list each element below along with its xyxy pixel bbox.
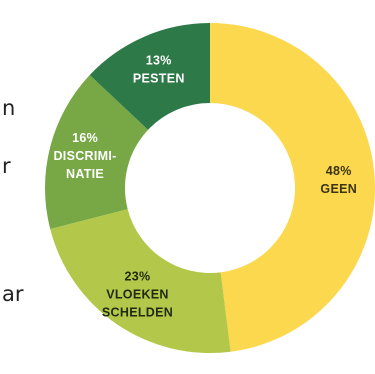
slice-percent-label: 16%: [72, 131, 98, 145]
donut-slice-4: [89, 23, 210, 130]
slice-label-4: 13% PESTEN: [133, 54, 185, 86]
donut-slice-2: [50, 209, 231, 353]
slice-category-label: DISCRIMI-: [53, 149, 116, 163]
slice-percent-label: 48%: [326, 164, 352, 178]
slice-category-label: NATIE: [66, 167, 104, 181]
donut-labels: 48% GEEN 23% VLOEKEN SCHELDEN 16% DISCRIMI- NAT…: [53, 54, 357, 320]
donut-slice-3: [45, 75, 149, 230]
slice-label-1: 48% GEEN: [320, 164, 357, 196]
slice-category-label: VLOEKEN: [106, 288, 169, 302]
side-text-fragment-3: ar: [2, 282, 24, 306]
side-text-fragment-1: n: [2, 96, 16, 120]
side-text-fragment-2: r: [2, 154, 11, 178]
donut-slice-1: [210, 23, 375, 352]
slice-category-label: GEEN: [320, 182, 357, 196]
slice-percent-label: 23%: [125, 270, 151, 284]
slice-category-label: SCHELDEN: [102, 306, 173, 320]
slice-percent-label: 13%: [146, 54, 172, 68]
donut-slices: [45, 23, 375, 353]
slice-label-3: 16% DISCRIMI- NATIE: [53, 131, 116, 181]
slice-label-2: 23% VLOEKEN SCHELDEN: [102, 270, 173, 320]
slice-category-label: PESTEN: [133, 72, 185, 86]
